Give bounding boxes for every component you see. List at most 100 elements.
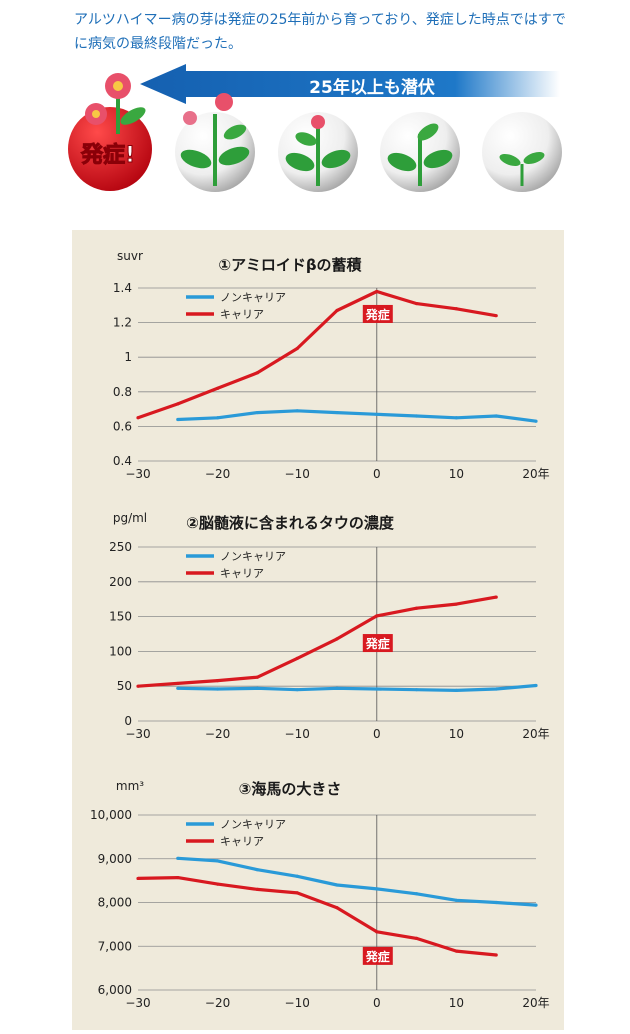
y-tick-label: 0.6 [113, 419, 132, 433]
onset-tag-label: 発症 [365, 949, 390, 964]
data-point [415, 892, 419, 896]
data-point [454, 307, 458, 311]
stage-three-leaf-plant [380, 112, 460, 192]
data-point [454, 688, 458, 692]
x-tick-label: 20年 [522, 996, 549, 1010]
data-point [494, 900, 498, 905]
onset-timeline-banner: 25年以上も潜伏 発症! [68, 64, 562, 192]
data-point [216, 882, 220, 886]
x-tick-label: −30 [125, 467, 150, 481]
onset-tag-box [362, 946, 393, 965]
legend-label: キャリア [220, 835, 264, 848]
y-tick-label: 0.4 [113, 454, 132, 468]
x-tick-label: 10 [449, 996, 464, 1010]
x-tick-label: 0 [373, 467, 381, 481]
data-point [136, 416, 140, 420]
x-tick-label: 0 [373, 996, 381, 1010]
data-point [415, 414, 419, 418]
chart-hippocampus: ③海馬の大きさ mm³ 6,000 7,000 8,000 9,000 10,000 −30 −… [90, 779, 550, 1010]
onset-tag-box [362, 634, 393, 653]
data-point [375, 289, 379, 294]
y-tick-label: 0 [124, 714, 132, 728]
y-tick-label: 100 [109, 644, 132, 658]
y-tick-label: 10,000 [90, 808, 132, 822]
data-point [454, 949, 458, 953]
intro-text: アルツハイマー病の芽は発症の25年前から育っており、発症した時点ではすでに病気の… [74, 12, 566, 52]
y-tick-label: 0.8 [113, 385, 132, 399]
series-line-non-carrier [177, 683, 537, 692]
legend-label: ノンキャリア [220, 818, 286, 831]
chart-title: ①アミロイドβの蓄積 [218, 256, 362, 274]
y-tick-label: 1.2 [113, 316, 132, 330]
legend-label: キャリア [220, 308, 264, 321]
data-point [494, 314, 498, 318]
x-tick-label: 10 [449, 727, 464, 741]
series-line-non-carrier [177, 856, 537, 907]
x-tick-label: −20 [205, 996, 230, 1010]
series-line-carrier [137, 875, 497, 957]
y-tick-label: 200 [109, 575, 132, 589]
y-tick-label: 1.4 [113, 281, 132, 295]
data-point [375, 614, 379, 618]
data-point [216, 859, 220, 863]
onset-tag-label: 発症 [365, 636, 390, 651]
data-point [176, 417, 180, 422]
onset-tag: 発症 [362, 946, 393, 965]
flower-icon [215, 93, 233, 111]
x-tick-label: −10 [285, 996, 310, 1010]
data-point [216, 386, 220, 390]
data-point [176, 402, 180, 406]
y-tick-label: 250 [109, 540, 132, 554]
data-point [415, 301, 419, 306]
stage-tree-with-two-flowers [175, 93, 255, 192]
data-point [375, 412, 379, 416]
data-point [295, 688, 299, 692]
data-point [216, 679, 220, 683]
data-point [295, 656, 299, 660]
onset-tag: 発症 [362, 304, 393, 323]
data-point [494, 414, 498, 418]
charts-panel: ①アミロイドβの蓄積 suvr 0.4 0.6 0.8 1 1.2 1.4 −30 −20 −10 0… [72, 230, 564, 1030]
data-point [136, 876, 140, 881]
data-point [255, 686, 259, 690]
data-point [255, 887, 259, 891]
data-point [375, 887, 379, 891]
flower-icon [85, 73, 131, 125]
data-point [216, 687, 220, 691]
series-line-carrier [137, 289, 497, 420]
x-tick-label: 20年 [522, 727, 549, 741]
data-point [534, 903, 538, 907]
data-point [255, 371, 259, 375]
data-point [255, 868, 259, 872]
data-point [415, 936, 419, 940]
data-point [136, 684, 140, 688]
series-line-non-carrier [177, 409, 537, 423]
series-line-carrier [137, 595, 497, 688]
data-point [216, 416, 220, 420]
data-point [454, 416, 458, 420]
data-point [255, 410, 259, 415]
data-point [335, 686, 339, 690]
y-tick-label: 7,000 [98, 939, 132, 953]
stage-sprout [482, 112, 562, 192]
onset-badge: 発症! [68, 73, 152, 191]
data-point [415, 606, 419, 610]
data-point [176, 686, 180, 690]
y-tick-label: 50 [117, 679, 132, 693]
data-point [176, 681, 180, 686]
data-point [176, 856, 180, 860]
data-point [295, 346, 299, 351]
onset-badge-label: 発症! [80, 142, 135, 168]
data-point [534, 683, 538, 688]
stage-plant-with-flower [278, 112, 358, 192]
data-point [295, 409, 299, 413]
data-point [335, 883, 339, 887]
y-axis-label: suvr [117, 249, 143, 263]
data-point [295, 874, 299, 878]
data-point [295, 891, 299, 895]
data-point [335, 308, 339, 313]
y-tick-label: 6,000 [98, 983, 132, 997]
x-tick-label: −10 [285, 727, 310, 741]
latency-arrow: 25年以上も潜伏 [140, 64, 560, 104]
